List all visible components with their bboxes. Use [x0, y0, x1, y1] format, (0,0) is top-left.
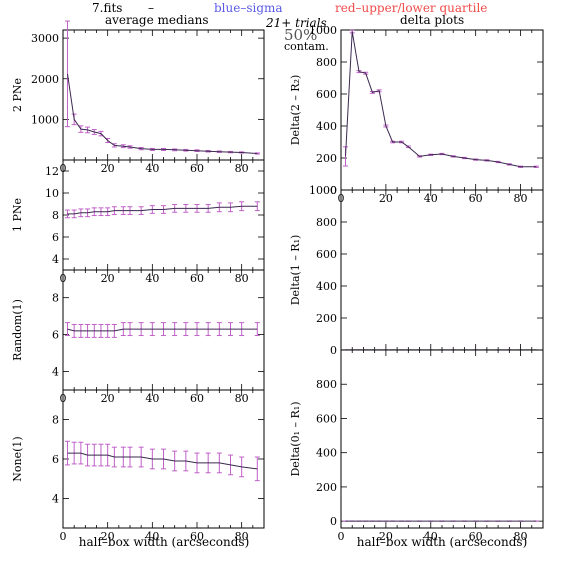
x-tick-label: 20: [379, 192, 393, 205]
y-tick-label: 400: [316, 447, 337, 460]
y-tick-label: 2000: [31, 73, 59, 86]
y-tick-label: 8: [52, 292, 59, 305]
y-tick-label: 10: [45, 187, 59, 200]
contam-label: contam.: [284, 40, 329, 53]
y-tick-label: 6: [52, 329, 59, 342]
plot-frame: [62, 159, 265, 271]
x-tick-label: 40: [145, 272, 159, 285]
y-tick-label: 200: [316, 312, 337, 325]
file-label: 7.fits: [92, 1, 122, 15]
contam-percent: 50%: [284, 26, 317, 44]
x-tick-label: 40: [424, 192, 438, 205]
x-tick-label: 80: [235, 272, 249, 285]
x-axis-label-left: half–box width (arcseconds): [79, 535, 250, 549]
x-tick-label: 60: [190, 392, 204, 405]
plot-frame: [340, 29, 544, 191]
sigma-legend: blue–sigma: [214, 1, 283, 15]
y-tick-label: 3000: [31, 32, 59, 45]
y-tick-label: 8: [52, 209, 59, 222]
x-tick-label: 60: [190, 272, 204, 285]
x-tick-label: 0: [338, 530, 345, 543]
x-tick-label: 20: [101, 272, 115, 285]
y-tick-label: 0: [330, 515, 337, 528]
series-line: [67, 205, 258, 215]
x-tick-label: 20: [101, 392, 115, 405]
y-tick-label: 800: [316, 216, 337, 229]
y-tick-label: 800: [316, 378, 337, 391]
y-tick-label: 8: [52, 414, 59, 427]
y-tick-label: 4: [52, 253, 59, 266]
x-tick-label: 40: [145, 392, 159, 405]
y-tick-label: 4: [52, 366, 59, 379]
y-tick-label: 6: [52, 231, 59, 244]
y-axis-label: Delta(2 – R₂): [289, 75, 302, 146]
series-line: [67, 73, 258, 154]
y-tick-label: 600: [316, 88, 337, 101]
y-tick-label: 200: [316, 481, 337, 494]
y-axis-label: 2 PNe: [11, 78, 24, 112]
left-column-title: average medians: [105, 13, 209, 27]
x-tick-label: 80: [514, 530, 528, 543]
y-tick-label: 200: [316, 152, 337, 165]
plot-frame: [62, 29, 265, 161]
series-line: [67, 452, 258, 470]
x-tick-label: 60: [469, 192, 483, 205]
x-tick-label: 20: [101, 162, 115, 175]
y-tick-label: 600: [316, 412, 337, 425]
x-tick-label: 80: [235, 392, 249, 405]
x-tick-label: 80: [514, 192, 528, 205]
x-tick-label: 80: [235, 162, 249, 175]
right-column-title: delta plots: [400, 13, 464, 27]
x-tick-label: 60: [190, 530, 204, 543]
y-axis-label: None(1): [11, 436, 24, 481]
x-tick-label: 40: [145, 162, 159, 175]
plot-frame: [340, 189, 544, 351]
y-axis-label: Delta(0₁ – R₁): [289, 401, 302, 476]
dash-separator: –: [148, 1, 154, 15]
x-axis-label-right: half–box width (arcseconds): [357, 535, 528, 549]
quartile-legend: red–upper/lower quartile: [335, 1, 487, 15]
trials-label: 21+ trials: [265, 16, 327, 30]
y-tick-label: 12: [45, 165, 59, 178]
panel-none1: 0 20 40 60 80 4 6 8 None(1): [11, 389, 265, 543]
x-tick-label: 60: [469, 530, 483, 543]
x-tick-label: 60: [190, 162, 204, 175]
x-tick-label: 80: [235, 530, 249, 543]
x-tick-label: 0: [60, 530, 67, 543]
y-tick-label: 0: [330, 344, 337, 357]
y-tick-label: 0: [330, 184, 337, 197]
y-tick-label: 1000: [31, 113, 59, 126]
header: 7.fits – blue–sigma red–upper/lower quar…: [92, 1, 487, 53]
y-tick-label: 800: [316, 56, 337, 69]
y-tick-label: 4: [52, 492, 59, 505]
y-tick-label: 6: [52, 453, 59, 466]
y-tick-label: 1000: [309, 184, 337, 197]
y-tick-label: 400: [316, 120, 337, 133]
y-tick-label: 400: [316, 280, 337, 293]
y-axis-label: Delta(1 – R₁): [289, 235, 302, 306]
y-axis-label: Random(1): [11, 299, 24, 361]
y-tick-label: 600: [316, 248, 337, 261]
series-line: [67, 328, 258, 332]
y-tick-label: 1000: [309, 24, 337, 37]
x-tick-label: 20: [101, 530, 115, 543]
x-tick-label: 40: [424, 530, 438, 543]
series-line: [345, 31, 537, 168]
plot-frame: [340, 349, 544, 529]
y-axis-label: 1 PNe: [11, 198, 24, 232]
x-tick-label: 20: [379, 530, 393, 543]
x-tick-label: 40: [145, 530, 159, 543]
